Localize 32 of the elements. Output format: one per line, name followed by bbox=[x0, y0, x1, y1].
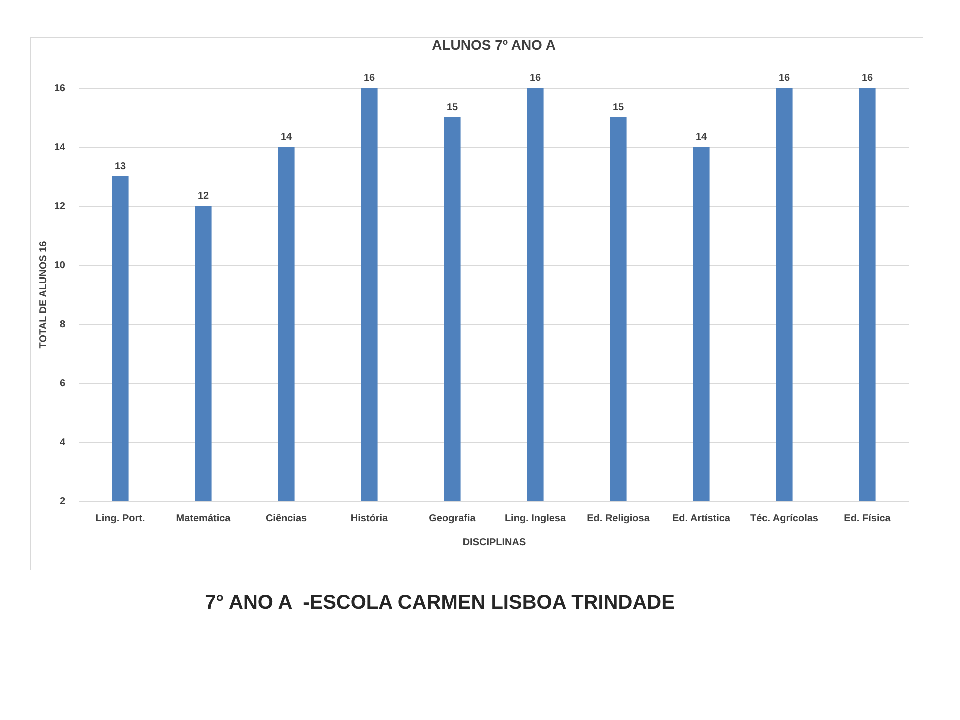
text: 7° ANO A -ESCOLA CARMEN LISBOA TRINDADE bbox=[204, 592, 676, 615]
y-tick-label: 8 bbox=[60, 320, 66, 330]
y-tick-label: 12 bbox=[54, 202, 66, 212]
x-tick-label: Ling. Inglesa bbox=[504, 514, 566, 524]
y-tick-label: 6 bbox=[60, 378, 66, 390]
x-tick-label: Ling. Port. bbox=[96, 514, 146, 524]
y-tick-label: 10 bbox=[54, 260, 66, 272]
data-label: 15 bbox=[612, 102, 624, 114]
x-tick-label: Ed. Artística bbox=[672, 514, 731, 524]
x-tick-label: Ed. Religiosa bbox=[587, 514, 650, 524]
x-tick-label: História bbox=[350, 514, 389, 524]
x-tick-label: Matemática bbox=[176, 514, 232, 524]
x-tick-label: Téc. Agrícolas bbox=[750, 514, 819, 524]
data-label: 16 bbox=[364, 73, 376, 84]
y-tick-label: 2 bbox=[60, 496, 66, 508]
data-label: 14 bbox=[280, 132, 292, 143]
data-label: 14 bbox=[696, 132, 708, 143]
x-tick-label: Ciências bbox=[266, 514, 308, 524]
x-tick-label: Ed. Física bbox=[844, 514, 892, 524]
data-label: 15 bbox=[446, 102, 458, 114]
y-tick-label: 4 bbox=[60, 438, 66, 448]
x-axis-title: DISCIPLINAS bbox=[462, 538, 526, 548]
data-label: 12 bbox=[198, 191, 210, 202]
data-label: 16 bbox=[530, 73, 542, 84]
y-axis-title: TOTAL DE ALUNOS 16 bbox=[38, 240, 50, 349]
chart-title: ALUNOS 7º ANO A bbox=[432, 37, 556, 53]
data-label: 13 bbox=[114, 162, 126, 172]
data-label: 16 bbox=[862, 73, 874, 84]
data-label: 16 bbox=[778, 73, 790, 84]
y-tick-label: 16 bbox=[54, 84, 66, 94]
y-tick-label: 14 bbox=[54, 142, 66, 154]
x-tick-label: Geografia bbox=[429, 514, 476, 524]
